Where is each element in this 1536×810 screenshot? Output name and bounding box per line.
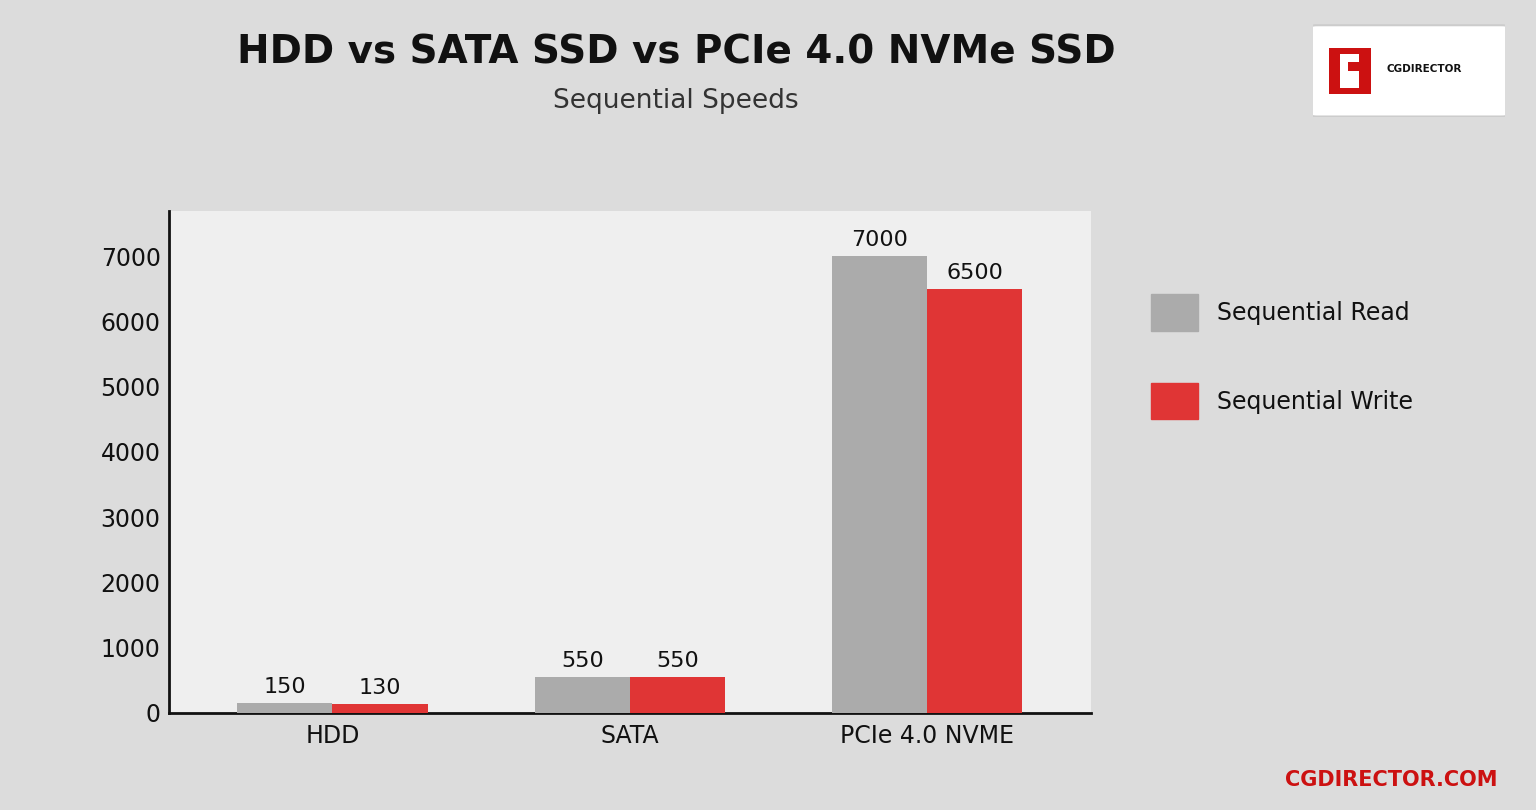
Bar xyxy=(928,289,1021,713)
Text: CGDIRECTOR.COM: CGDIRECTOR.COM xyxy=(1286,770,1498,790)
Bar xyxy=(833,256,928,713)
Text: HDD vs SATA SSD vs PCIe 4.0 NVMe SSD: HDD vs SATA SSD vs PCIe 4.0 NVMe SSD xyxy=(237,34,1115,71)
Bar xyxy=(630,677,725,713)
Text: 550: 550 xyxy=(656,651,699,671)
Bar xyxy=(1349,62,1370,71)
Bar xyxy=(238,703,332,713)
Text: CGDIRECTOR: CGDIRECTOR xyxy=(1385,64,1462,74)
Text: 7000: 7000 xyxy=(851,230,908,250)
Text: Sequential Speeds: Sequential Speeds xyxy=(553,88,799,114)
FancyBboxPatch shape xyxy=(1307,25,1511,117)
Text: 550: 550 xyxy=(561,651,604,671)
Legend: Sequential Read, Sequential Write: Sequential Read, Sequential Write xyxy=(1140,283,1425,431)
Bar xyxy=(535,677,630,713)
Bar xyxy=(332,705,427,713)
Text: 6500: 6500 xyxy=(946,263,1003,283)
Text: 130: 130 xyxy=(359,679,401,698)
Bar xyxy=(1339,54,1359,87)
Bar xyxy=(1329,48,1370,94)
Text: 150: 150 xyxy=(264,677,306,697)
